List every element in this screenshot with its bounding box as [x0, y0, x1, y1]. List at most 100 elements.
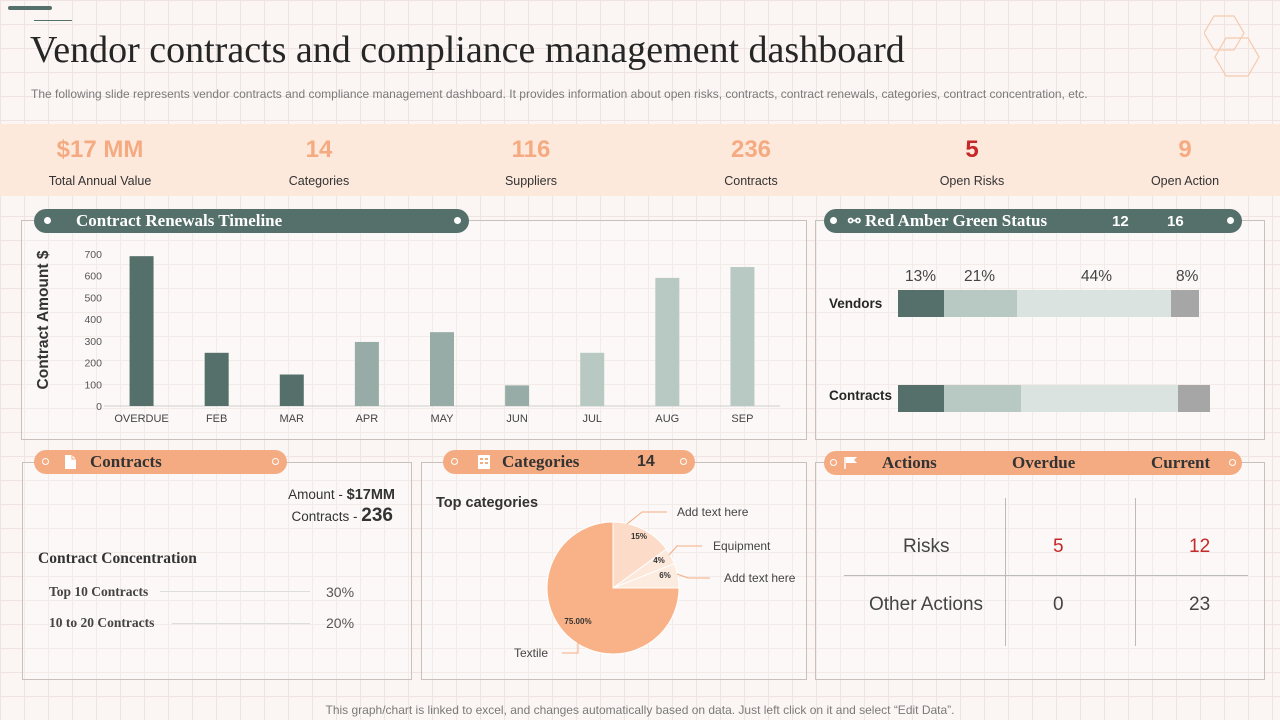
kpi-suppliers: 116 Suppliers — [441, 124, 621, 188]
renewals-header: Contract Renewals Timeline — [34, 209, 469, 233]
kpi-contracts: 236 Contracts — [661, 124, 841, 188]
dot-icon — [451, 458, 458, 465]
contracts-label: Contracts - — [291, 509, 362, 524]
x-tick-label: JUN — [506, 413, 527, 425]
table-divider — [1135, 498, 1136, 646]
categories-pie-chart[interactable]: 15% 4% 6% 75.00% Add text here Equipment Add t… — [422, 500, 804, 675]
building-icon — [478, 455, 490, 469]
dot-icon — [454, 217, 461, 224]
footer-note: This graph/chart is linked to excel, and… — [325, 703, 955, 717]
bar[interactable] — [279, 374, 304, 406]
current-header-label: Current — [1151, 453, 1211, 472]
kpi-value: 116 — [511, 136, 551, 163]
actions-panel — [815, 462, 1265, 680]
kpi-label: Contracts — [724, 174, 778, 188]
actions-header: Actions Overdue Current — [824, 451, 1242, 475]
rag-stacked-bar-vendors[interactable] — [898, 290, 1199, 317]
y-tick-label: 500 — [84, 292, 102, 304]
amount-value: $17MM — [346, 487, 395, 503]
table-row-label: Risks — [903, 536, 950, 557]
kpi-value: 236 — [730, 136, 772, 163]
kpi-total-annual-value: $17 MM Total Annual Value — [10, 124, 190, 188]
bar[interactable] — [580, 352, 605, 406]
categories-count: 14 — [637, 453, 655, 470]
bar[interactable] — [204, 352, 229, 406]
concentration-title: Contract Concentration — [38, 550, 197, 567]
x-tick-label: MAY — [430, 413, 454, 425]
concentration-row-value: 20% — [326, 615, 355, 631]
bar[interactable] — [129, 256, 154, 406]
x-tick-label: APR — [356, 413, 379, 425]
table-row-label: Other Actions — [869, 594, 984, 615]
top-categories-title: Top categories — [436, 495, 539, 511]
kpi-label: Categories — [288, 174, 350, 188]
contracts-title: Contracts — [90, 452, 162, 471]
contracts-header: Contracts — [34, 450, 287, 474]
pie-leader-line — [562, 643, 579, 654]
rag-percent: 8% — [1176, 268, 1199, 285]
kpi-label: Open Action — [1150, 174, 1220, 188]
rag-percent: 13% — [905, 268, 937, 285]
kpi-band: $17 MM Total Annual Value 14 Categories … — [0, 124, 1280, 196]
rag-title: Red Amber Green Status — [865, 211, 1048, 230]
pie-slice[interactable] — [546, 521, 680, 655]
y-tick-label: 400 — [84, 314, 102, 326]
concentration-row-label: Top 10 Contracts — [49, 584, 149, 599]
dot-icon — [680, 458, 687, 465]
x-tick-label: SEP — [731, 413, 753, 425]
rag-header: ⚯ Red Amber Green Status 12 16 — [824, 209, 1242, 233]
table-divider — [844, 575, 1248, 576]
page-subtitle: The following slide represents vendor co… — [31, 87, 1088, 101]
pie-data-label: 75.00% — [564, 617, 591, 626]
kpi-label: Total Annual Value — [48, 174, 152, 188]
contracts-amount-row: Amount - $17MM — [288, 487, 395, 503]
rag-segment[interactable] — [898, 290, 944, 317]
decorative-line — [34, 20, 72, 21]
rag-row-label: Vendors — [829, 296, 883, 311]
hexagon-decoration-icon — [1204, 15, 1260, 77]
kpi-label: Suppliers — [504, 174, 558, 188]
bar[interactable] — [730, 267, 755, 406]
rag-count-1: 12 — [1112, 213, 1129, 230]
x-tick-label: JUL — [582, 413, 602, 425]
kpi-open-action: 9 Open Action — [1095, 124, 1275, 188]
amount-label: Amount - — [288, 487, 347, 502]
other-current-value: 23 — [1189, 594, 1211, 615]
page-title: Vendor contracts and compliance manageme… — [30, 29, 905, 71]
renewals-bar-chart[interactable]: Contract Amount $ 0 100 200 300 400 500 600 700… — [22, 232, 802, 437]
rag-segment[interactable] — [1017, 290, 1171, 317]
pie-data-label: 6% — [659, 571, 671, 580]
bar[interactable] — [655, 277, 680, 406]
rag-segment[interactable] — [1171, 290, 1199, 317]
kpi-label: Open Risks — [939, 174, 1005, 188]
kpi-value: 9 — [1178, 136, 1192, 163]
y-tick-label: 200 — [84, 358, 102, 370]
rag-segment[interactable] — [1020, 385, 1178, 412]
rag-stacked-bar-contracts[interactable] — [898, 385, 1210, 412]
dot-icon — [830, 459, 837, 466]
rag-segment[interactable] — [898, 385, 944, 412]
bar[interactable] — [430, 332, 454, 406]
categories-title: Categories — [502, 452, 580, 471]
y-tick-label: 600 — [84, 271, 102, 283]
rag-segment[interactable] — [943, 385, 1021, 412]
dot-icon — [272, 458, 279, 465]
rag-segment[interactable] — [1178, 385, 1210, 412]
link-icon: ⚯ — [848, 214, 861, 230]
x-tick-label: MAR — [280, 413, 305, 425]
contracts-count-row: Contracts - 236 — [292, 505, 393, 527]
bar[interactable] — [505, 385, 530, 406]
rag-count-2: 16 — [1167, 213, 1184, 230]
rag-segment[interactable] — [943, 290, 1017, 317]
kpi-value: 5 — [965, 136, 979, 163]
pie-slice[interactable] — [612, 521, 668, 589]
concentration-row-label: 10 to 20 Contracts — [49, 615, 155, 630]
divider — [172, 623, 310, 624]
pie-data-label: 15% — [631, 532, 647, 541]
pie-category-label: Add text here — [724, 571, 796, 585]
risks-current-value: 12 — [1189, 536, 1211, 557]
y-tick-label: 300 — [84, 336, 102, 348]
bar[interactable] — [354, 341, 379, 406]
dot-icon — [830, 217, 837, 224]
contracts-panel — [22, 462, 412, 680]
